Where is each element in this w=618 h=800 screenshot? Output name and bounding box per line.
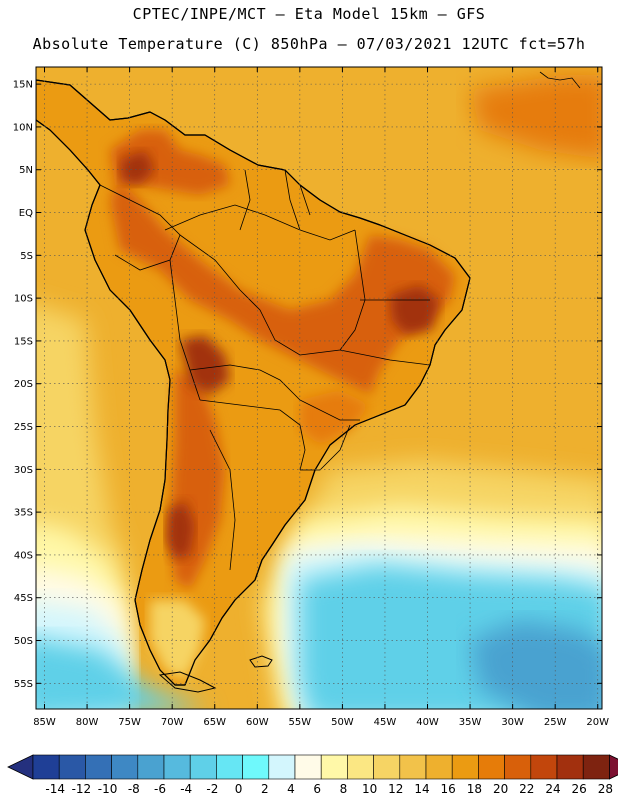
- lat-label: 45S: [14, 593, 33, 604]
- lat-label: 35S: [14, 508, 33, 519]
- lat-label: 20S: [14, 379, 33, 390]
- lat-label: EQ: [19, 208, 33, 219]
- colorbar-label: 4: [287, 782, 295, 796]
- colorbar-label: 0: [235, 782, 243, 796]
- colorbar-label: 6: [313, 782, 321, 796]
- colorbar-swatch: [320, 754, 348, 780]
- coastline: [36, 79, 471, 686]
- pacific-cold-band: [36, 638, 207, 709]
- colorbar-label: 28: [598, 782, 613, 796]
- lon-label: 40W: [416, 717, 439, 728]
- colorbar-over-arrow: [609, 754, 618, 780]
- colorbar-swatch: [451, 754, 479, 780]
- colorbar-label: 14: [414, 782, 429, 796]
- lon-label: 60W: [246, 717, 269, 728]
- colorbar-label: -4: [180, 782, 192, 796]
- lat-label: 50S: [14, 636, 33, 647]
- country-borders: [99, 169, 431, 571]
- latitude-labels: 15N 10N 5N EQ 5S 10S 15S 20S 25S 30S 35S 40S 45S 50S 5…: [13, 80, 33, 690]
- lat-label: 5S: [20, 251, 33, 262]
- lon-label: 50W: [331, 717, 354, 728]
- land-core-chile: [166, 500, 195, 560]
- colorbar-swatch: [58, 754, 86, 780]
- colorbar-label: -6: [154, 782, 166, 796]
- colorbar-swatch: [85, 754, 112, 780]
- colorbar-label: -2: [206, 782, 218, 796]
- lon-label: 35W: [459, 717, 482, 728]
- colorbar-swatch: [582, 754, 610, 780]
- lat-label: 10N: [13, 122, 33, 133]
- land-pale-patagonia: [150, 600, 205, 680]
- caribbean-coast: [539, 71, 581, 89]
- lat-label: 25S: [14, 422, 33, 433]
- colorbar-swatch: [163, 754, 191, 780]
- colorbar-label: -14: [45, 782, 65, 796]
- longitude-labels: 85W 80W 75W 70W 65W 60W 55W 50W 45W 40W 35W 30W 25W 2…: [33, 717, 609, 728]
- map-frame: [35, 66, 603, 710]
- lon-label: 65W: [203, 717, 226, 728]
- lon-label: 75W: [118, 717, 141, 728]
- lon-label: 20W: [586, 717, 609, 728]
- colorbar-label: 8: [340, 782, 348, 796]
- colorbar-swatch: [347, 754, 374, 780]
- colorbar-label: 26: [572, 782, 587, 796]
- colorbar-label: 24: [545, 782, 560, 796]
- colorbar-swatch: [268, 754, 296, 780]
- colorbar-swatch: [32, 754, 60, 780]
- colorbar-swatch: [189, 754, 217, 780]
- colorbar: -14 -12 -10 -8 -6 -4 -2 0 2 4 6 8 10 12 14 16 18 20 22 24 26…: [7, 754, 618, 796]
- lon-label: 45W: [374, 717, 397, 728]
- lat-label: 15N: [13, 80, 33, 91]
- axis-ticks: [36, 67, 602, 709]
- colorbar-label: 20: [493, 782, 508, 796]
- atlantic-north-warm: [470, 75, 602, 159]
- land-core-north: [120, 150, 155, 185]
- colorbar-under-arrow: [7, 754, 34, 780]
- colorbar-swatch: [294, 754, 322, 780]
- colorbar-swatch: [399, 754, 427, 780]
- colorbar-label: 18: [467, 782, 482, 796]
- lat-label: 15S: [14, 336, 33, 347]
- colorbar-swatch: [478, 754, 505, 780]
- colorbar-label: 12: [388, 782, 403, 796]
- colorbar-swatch: [556, 754, 584, 780]
- lon-label: 25W: [544, 717, 567, 728]
- lon-label: 80W: [76, 717, 99, 728]
- lat-label: 30S: [14, 465, 33, 476]
- colorbar-label: 16: [441, 782, 456, 796]
- colorbar-swatch: [111, 754, 139, 780]
- colorbar-swatch: [530, 754, 558, 780]
- lon-label: 70W: [161, 717, 184, 728]
- colorbar-label: 22: [519, 782, 534, 796]
- land-hot-region: [110, 180, 455, 395]
- map-title-line2: Absolute Temperature (C) 850hPa – 07/03/…: [32, 35, 586, 53]
- colorbar-swatch: [373, 754, 401, 780]
- atlantic-colder-spot: [470, 620, 602, 709]
- lon-label: 30W: [501, 717, 524, 728]
- colorbar-label: -10: [98, 782, 118, 796]
- colorbar-swatch: [216, 754, 243, 780]
- lat-label: 55S: [14, 679, 33, 690]
- falkland-islands: [249, 655, 273, 668]
- lat-label: 40S: [14, 550, 33, 561]
- colorbar-label: 2: [261, 782, 269, 796]
- lon-label: 85W: [33, 717, 56, 728]
- map-title-line1: CPTEC/INPE/MCT – Eta Model 15km – GFS: [132, 5, 486, 23]
- colorbar-swatch: [242, 754, 270, 780]
- colorbar-label: -12: [72, 782, 92, 796]
- lat-label: 5N: [19, 165, 33, 176]
- land-core-bolivia: [180, 335, 230, 395]
- lon-label: 55W: [289, 717, 312, 728]
- colorbar-swatch: [425, 754, 453, 780]
- colorbar-label: 10: [362, 782, 377, 796]
- map-field: [36, 67, 602, 709]
- colorbar-swatch: [137, 754, 165, 780]
- lat-label: 10S: [14, 294, 33, 305]
- colorbar-swatch: [504, 754, 532, 780]
- colorbar-label: -8: [128, 782, 140, 796]
